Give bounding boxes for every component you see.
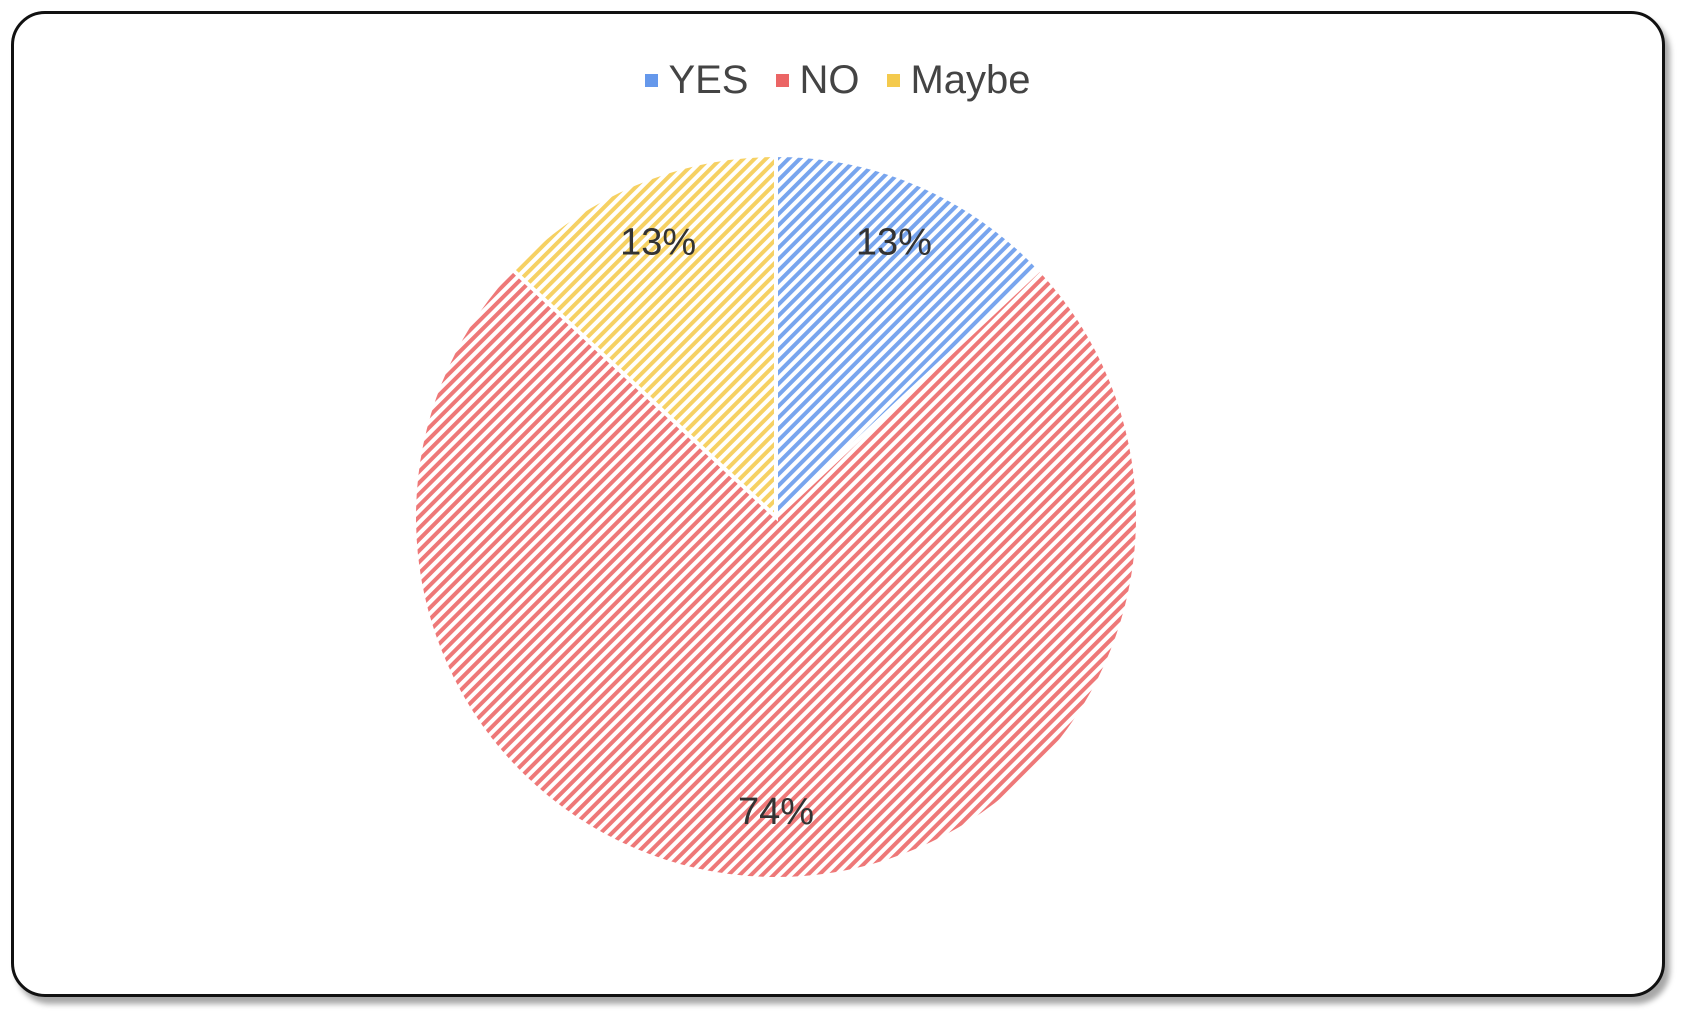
legend-item-no: NO [776,58,859,103]
slice-label-no: 74% [738,791,814,833]
slice-label-yes: 13% [856,222,932,264]
pie-slice-no [412,266,1140,881]
pie-labels: 13% 74% 13% [620,222,932,833]
legend-label-no: NO [799,58,860,102]
pie-slices [412,152,1140,881]
pie-chart: 13% 74% 13% [412,152,1140,881]
pie-slice-maybe [509,152,778,522]
chart-frame: YES NO Maybe 13% 74% 13% [11,11,1665,997]
legend-item-yes: YES [645,58,748,103]
pie-slice-yes [774,152,1043,522]
legend-swatch-maybe [887,74,901,87]
legend-swatch-yes [645,74,659,87]
legend-label-yes: YES [668,58,749,102]
legend-label-maybe: Maybe [910,58,1031,102]
legend-item-maybe: Maybe [887,58,1031,103]
slice-label-maybe: 13% [620,222,696,264]
legend: YES NO Maybe [14,58,1662,103]
legend-swatch-no [776,74,790,87]
